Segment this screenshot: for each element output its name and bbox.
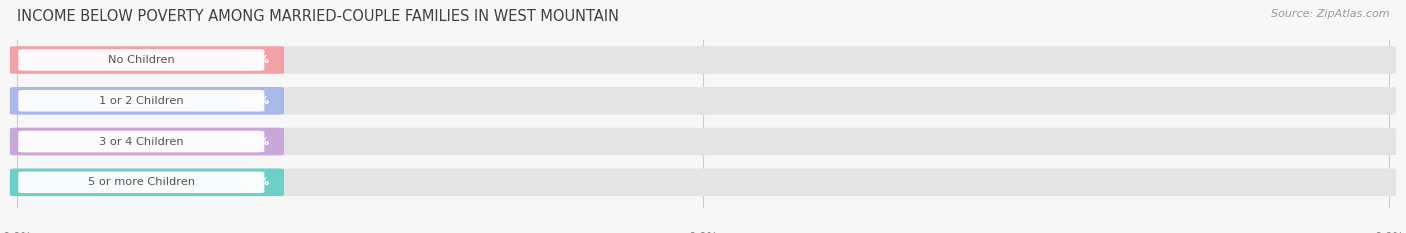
Text: 0.0%: 0.0%: [239, 137, 270, 147]
Text: 0.0%: 0.0%: [1, 231, 32, 233]
Text: 1 or 2 Children: 1 or 2 Children: [98, 96, 184, 106]
Text: 0.0%: 0.0%: [239, 55, 270, 65]
Text: 0.0%: 0.0%: [239, 96, 270, 106]
Text: 0.0%: 0.0%: [688, 231, 718, 233]
Text: 0.0%: 0.0%: [1374, 231, 1405, 233]
Text: 3 or 4 Children: 3 or 4 Children: [98, 137, 184, 147]
Text: Source: ZipAtlas.com: Source: ZipAtlas.com: [1271, 9, 1389, 19]
Text: 0.0%: 0.0%: [239, 177, 270, 187]
Text: 5 or more Children: 5 or more Children: [87, 177, 195, 187]
Text: INCOME BELOW POVERTY AMONG MARRIED-COUPLE FAMILIES IN WEST MOUNTAIN: INCOME BELOW POVERTY AMONG MARRIED-COUPL…: [17, 9, 619, 24]
Text: No Children: No Children: [108, 55, 174, 65]
